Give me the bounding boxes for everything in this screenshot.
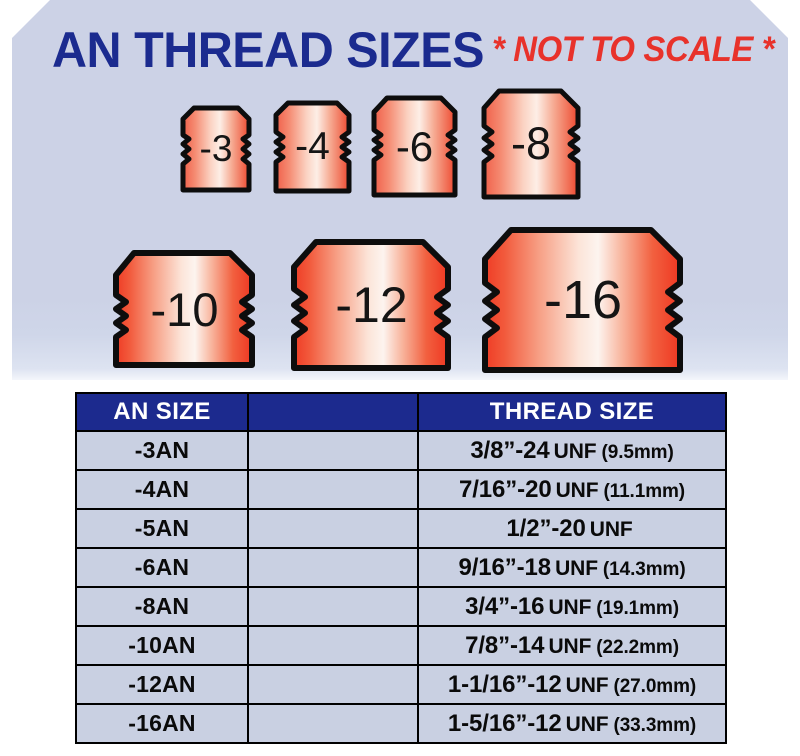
thread-unf: UNF [548, 595, 592, 619]
col-header-blank [247, 392, 419, 432]
thread-metric: (33.3mm) [613, 714, 697, 736]
thread-fraction: 1-1/16”-12 [447, 670, 562, 698]
table-row: -3AN 3/8”-24 UNF (9.5mm) [75, 430, 727, 471]
cell-blank [247, 586, 419, 627]
thread-metric: (9.5mm) [601, 441, 674, 463]
thread-unf: UNF [565, 712, 609, 736]
thread-fraction: 1-5/16”-12 [447, 709, 562, 737]
thread-unf: UNF [565, 673, 609, 697]
thread-fraction: 7/16”-20 [458, 475, 552, 503]
page-title: AN THREAD SIZES [52, 22, 484, 78]
col-header-an-size: AN SIZE [75, 392, 249, 432]
cell-thread-size: 3/4”-16 UNF (19.1mm) [417, 586, 727, 627]
fitting-shape--16: -16 [481, 226, 685, 374]
fitting-shape--4: -4 [273, 100, 352, 194]
cell-an-size: -5AN [75, 508, 249, 549]
table-row: -6AN 9/16”-18 UNF (14.3mm) [75, 547, 727, 588]
table-row: -8AN 3/4”-16 UNF (19.1mm) [75, 586, 727, 627]
cell-blank [247, 703, 419, 744]
thread-unf: UNF [548, 634, 592, 658]
table-body: -3AN 3/8”-24 UNF (9.5mm) -4AN 7/16”-20 UNF(… [75, 430, 727, 744]
cell-thread-size: 7/8”-14 UNF (22.2mm) [417, 625, 727, 666]
table-row: -4AN 7/16”-20 UNF (11.1mm) [75, 469, 727, 510]
table-header-row: AN SIZE THREAD SIZE [75, 392, 727, 432]
table-row: -16AN 1-5/16”-12 UNF (33.3mm) [75, 703, 727, 744]
cell-blank [247, 508, 419, 549]
thread-metric: (22.2mm) [596, 636, 679, 658]
cell-thread-size: 7/16”-20 UNF (11.1mm) [417, 469, 727, 510]
cell-blank [247, 547, 419, 588]
cell-blank [247, 469, 419, 510]
table-row: -10AN 7/8”-14 UNF (22.2mm) [75, 625, 727, 666]
fitting-shape--10: -10 [112, 249, 257, 369]
table-row: -5AN 1/2”-20 UNF [75, 508, 727, 549]
cell-thread-size: 1-1/16”-12 UNF (27.0mm) [417, 664, 727, 705]
col-header-thread-size: THREAD SIZE [417, 392, 727, 432]
cell-blank [247, 430, 419, 471]
cell-an-size: -16AN [75, 703, 249, 744]
thread-fraction: 7/8”-14 [465, 631, 545, 659]
thread-fraction: 3/4”-16 [465, 592, 545, 620]
thread-metric: (11.1mm) [603, 480, 686, 502]
thread-metric: (19.1mm) [596, 597, 679, 619]
cell-thread-size: 1/2”-20 UNF [417, 508, 727, 549]
fitting-shape--6: -6 [371, 95, 458, 198]
cell-an-size: -6AN [75, 547, 249, 588]
thread-size-table: AN SIZE THREAD SIZE -3AN 3/8”-24 UNF (9.5m… [75, 392, 727, 744]
thread-fraction: 3/8”-24 [470, 436, 550, 464]
cell-an-size: -12AN [75, 664, 249, 705]
cell-an-size: -4AN [75, 469, 249, 510]
cell-thread-size: 9/16”-18 UNF (14.3mm) [417, 547, 727, 588]
title-row: AN THREAD SIZES * NOT TO SCALE * [0, 22, 800, 86]
fitting-shape--3: -3 [180, 105, 252, 193]
table-row: -12AN 1-1/16”-12 UNF (27.0mm) [75, 664, 727, 705]
cell-blank [247, 664, 419, 705]
not-to-scale-note: * NOT TO SCALE * [492, 30, 775, 69]
thread-unf: UNF [589, 517, 633, 541]
cell-an-size: -3AN [75, 430, 249, 471]
cell-thread-size: 3/8”-24 UNF (9.5mm) [417, 430, 727, 471]
thread-unf: UNF [553, 439, 597, 463]
thread-metric: (14.3mm) [602, 558, 686, 580]
cell-an-size: -8AN [75, 586, 249, 627]
fitting-shape--12: -12 [290, 238, 453, 372]
thread-unf: UNF [555, 478, 599, 502]
cell-an-size: -10AN [75, 625, 249, 666]
thread-fraction: 1/2”-20 [506, 514, 586, 542]
fitting-shape--8: -8 [481, 88, 581, 200]
thread-unf: UNF [555, 556, 598, 580]
cell-thread-size: 1-5/16”-12 UNF (33.3mm) [417, 703, 727, 744]
thread-fraction: 9/16”-18 [458, 553, 552, 581]
thread-size-table-wrapper: AN SIZE THREAD SIZE -3AN 3/8”-24 UNF (9.5m… [75, 392, 727, 744]
cell-blank [247, 625, 419, 666]
thread-metric: (27.0mm) [613, 675, 697, 697]
